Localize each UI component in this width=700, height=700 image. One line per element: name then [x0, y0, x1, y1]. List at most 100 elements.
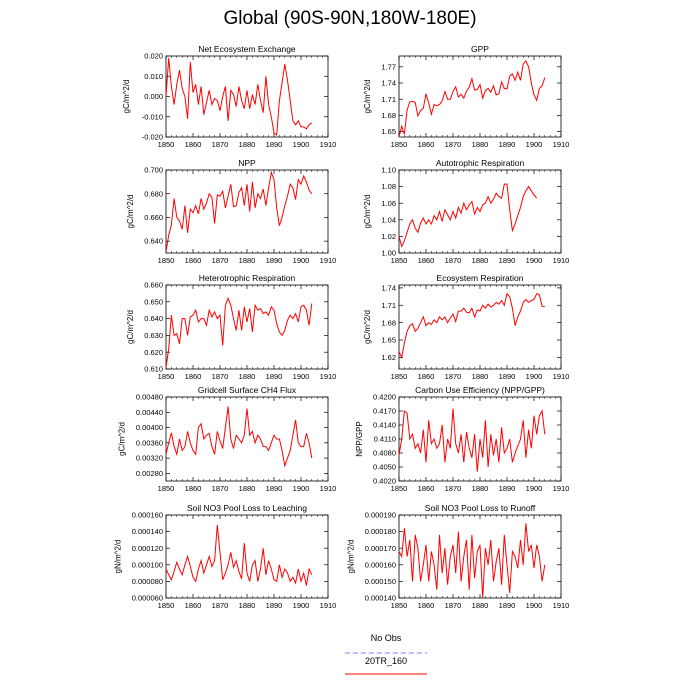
panel-5: Heterotrophic Respiration 1850 1860 1870 188… [126, 273, 336, 381]
x-tick-label: 1900 [526, 601, 543, 610]
y-tick-label: 0.640 [144, 237, 163, 246]
y-tick-label: 0.000060 [132, 594, 163, 603]
x-tick-label: 1900 [526, 140, 543, 149]
y-axis-label: gC/m^2/d [363, 310, 372, 344]
x-tick-label: 1890 [266, 372, 283, 381]
y-tick-label: 1.77 [381, 62, 396, 71]
x-tick-label: 1880 [239, 484, 256, 493]
y-tick-label: 0.4170 [373, 407, 396, 416]
x-tick-label: 1870 [445, 484, 462, 493]
series-line-20TR_160 [398, 523, 546, 599]
plot-frame [165, 514, 329, 599]
x-tick-label: 1910 [553, 256, 570, 265]
x-tick-label: 1880 [239, 140, 256, 149]
x-tick-label: 1890 [499, 601, 516, 610]
x-tick-label: 1870 [445, 140, 462, 149]
x-tick-label: 1860 [418, 601, 435, 610]
series-line-20TR_160 [398, 59, 546, 138]
y-tick-label: -0.010 [142, 112, 163, 121]
x-tick-label: 1890 [499, 140, 516, 149]
y-tick-label: 1.68 [381, 111, 396, 120]
x-tick-label: 1870 [212, 140, 229, 149]
x-tick-label: 1890 [499, 372, 516, 381]
x-tick-label: 1850 [391, 372, 408, 381]
y-tick-label: 0.660 [144, 213, 163, 222]
y-tick-label: 0.610 [144, 365, 163, 374]
y-tick-label: 0.000160 [365, 560, 396, 569]
x-tick-label: 1860 [185, 256, 202, 265]
y-axis-label: gC/m^2/d [126, 195, 135, 229]
x-tick-label: 1870 [212, 256, 229, 265]
x-tick-label: 1870 [445, 372, 462, 381]
y-tick-label: 0.4110 [374, 435, 396, 444]
x-tick-label: 1900 [526, 484, 543, 493]
y-axis-label: gC/m^2/d [122, 80, 131, 114]
x-tick-label: 1880 [472, 601, 489, 610]
x-tick-label: 1900 [293, 601, 310, 610]
x-tick-label: 1850 [158, 140, 175, 149]
y-tick-label: 0.680 [144, 189, 163, 198]
y-tick-label: 1.62 [381, 353, 396, 362]
x-tick-label: 1910 [320, 372, 337, 381]
y-tick-label: 0.640 [144, 314, 163, 323]
y-tick-label: 0.4140 [373, 421, 396, 430]
x-tick-label: 1890 [266, 484, 283, 493]
x-tick-label: 1860 [185, 601, 202, 610]
x-tick-label: 1910 [553, 601, 570, 610]
y-tick-label: 1.68 [381, 318, 396, 327]
x-tick-label: 1870 [212, 484, 229, 493]
x-tick-label: 1900 [293, 140, 310, 149]
x-tick-label: 1910 [320, 484, 337, 493]
x-tick-label: 1900 [526, 256, 543, 265]
y-tick-label: 0.020 [144, 52, 163, 61]
y-tick-label: 0.00440 [136, 408, 163, 417]
y-axis-label: gN/m^2/d [113, 540, 122, 574]
y-tick-label: 0.000100 [132, 560, 163, 569]
y-axis-label: gC/m^2/d [363, 80, 372, 114]
y-tick-label: 0.700 [144, 166, 163, 175]
x-tick-label: 1880 [239, 372, 256, 381]
x-tick-label: 1850 [158, 484, 175, 493]
series-line-20TR_160 [165, 406, 313, 468]
y-tick-label: 0.000140 [132, 527, 163, 536]
y-tick-label: 0.4200 [373, 393, 396, 402]
series-line-20TR_160 [398, 183, 538, 248]
x-tick-label: 1850 [391, 484, 408, 493]
y-tick-label: 0.000160 [132, 511, 163, 520]
panel-title: Autotrophic Respiration [436, 158, 525, 168]
y-tick-label: 0.4080 [373, 449, 396, 458]
panel-title: Soil NO3 Pool Loss to Runoff [425, 503, 536, 513]
panel-title: Carbon Use Efficiency (NPP/GPP) [415, 385, 545, 395]
plot-frame [398, 55, 562, 138]
x-tick-label: 1900 [526, 372, 543, 381]
x-tick-label: 1910 [320, 601, 337, 610]
y-tick-label: 1.65 [381, 127, 396, 136]
panel-9: Soil NO3 Pool Loss to Leaching 1850 1860 18… [113, 503, 336, 610]
x-tick-label: 1900 [293, 256, 310, 265]
panel-title: Ecosystem Respiration [437, 273, 524, 283]
x-tick-label: 1870 [212, 372, 229, 381]
panel-title: Net Ecosystem Exchange [198, 44, 296, 54]
y-tick-label: 0.000120 [132, 544, 163, 553]
legend-label: 20TR_160 [365, 656, 407, 666]
y-tick-label: 0.630 [144, 331, 163, 340]
x-tick-label: 1870 [445, 601, 462, 610]
y-tick-label: 1.02 [381, 232, 396, 241]
x-tick-label: 1850 [391, 140, 408, 149]
x-tick-label: 1850 [158, 601, 175, 610]
series-line-20TR_160 [398, 292, 545, 360]
panel-3: NPP 1850 1860 1870 1880 1890 1900 1910 0.640 0.66… [126, 158, 336, 265]
y-tick-label: 0.00480 [136, 393, 163, 402]
y-tick-label: 1.71 [381, 301, 396, 310]
y-tick-label: 1.74 [381, 79, 396, 88]
panel-8: Carbon Use Efficiency (NPP/GPP) 1850 1860 1… [355, 385, 570, 493]
y-tick-label: 1.08 [381, 182, 396, 191]
panel-title: GPP [471, 44, 489, 54]
x-tick-label: 1860 [418, 140, 435, 149]
y-tick-label: 0.000080 [132, 577, 163, 586]
y-tick-label: 0.00320 [136, 454, 163, 463]
panel-1: Net Ecosystem Exchange 1850 1860 1870 1880 18… [122, 44, 337, 149]
x-tick-label: 1900 [293, 372, 310, 381]
y-tick-label: 0.620 [144, 348, 163, 357]
plot-frame [398, 284, 562, 370]
